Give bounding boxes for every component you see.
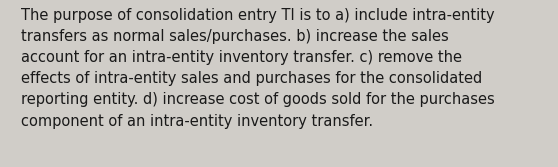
Text: The purpose of consolidation entry TI is to a) include intra-entity
transfers as: The purpose of consolidation entry TI is… [21, 8, 495, 129]
